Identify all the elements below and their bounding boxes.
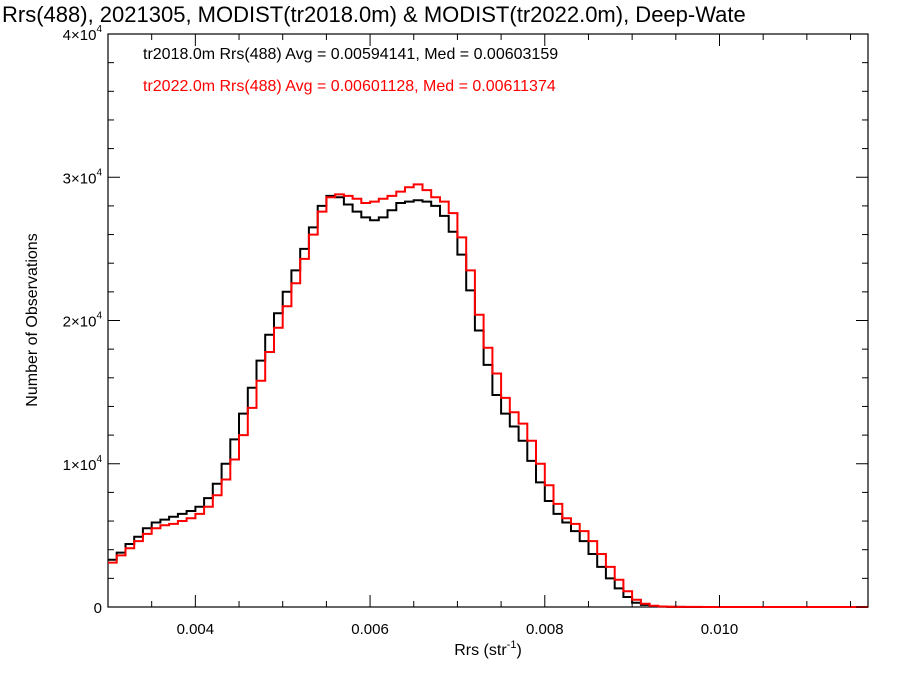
series-layer	[108, 183, 868, 608]
y-tick-label: 0	[94, 600, 102, 617]
plot-area	[107, 33, 869, 608]
y-tick-label: 2×104	[63, 311, 103, 331]
x-tick-label: 0.008	[526, 621, 564, 638]
series-line-1	[108, 183, 868, 608]
x-tick-label: 0.004	[177, 621, 215, 638]
x-tick-labels: 0.004 0.006 0.008 0.010	[177, 621, 739, 638]
legend-entry: tr2022.0m Rrs(488) Avg = 0.00601128, Med…	[143, 78, 556, 95]
x-axis-label: Rrs (str-1)	[454, 639, 522, 659]
x-tick-label: 0.010	[701, 621, 739, 638]
y-tick-label: 4×104	[63, 24, 103, 44]
y-tick-labels: 0 1×104 2×104 3×104 4×104	[63, 24, 103, 617]
x-tick-label: 0.006	[351, 621, 389, 638]
y-axis-label: Number of Observations	[24, 233, 41, 406]
tick-layer	[107, 33, 868, 608]
plot-frame	[107, 33, 869, 608]
legend-entry: tr2018.0m Rrs(488) Avg = 0.00594141, Med…	[143, 46, 558, 63]
legend: tr2018.0m Rrs(488) Avg = 0.00594141, Med…	[143, 46, 558, 95]
y-tick-label: 1×104	[63, 454, 103, 474]
y-tick-label: 3×104	[63, 167, 103, 187]
series-line-0	[108, 194, 868, 608]
chart-title: Rrs(488), 2021305, MODIST(tr2018.0m) & M…	[2, 2, 746, 27]
